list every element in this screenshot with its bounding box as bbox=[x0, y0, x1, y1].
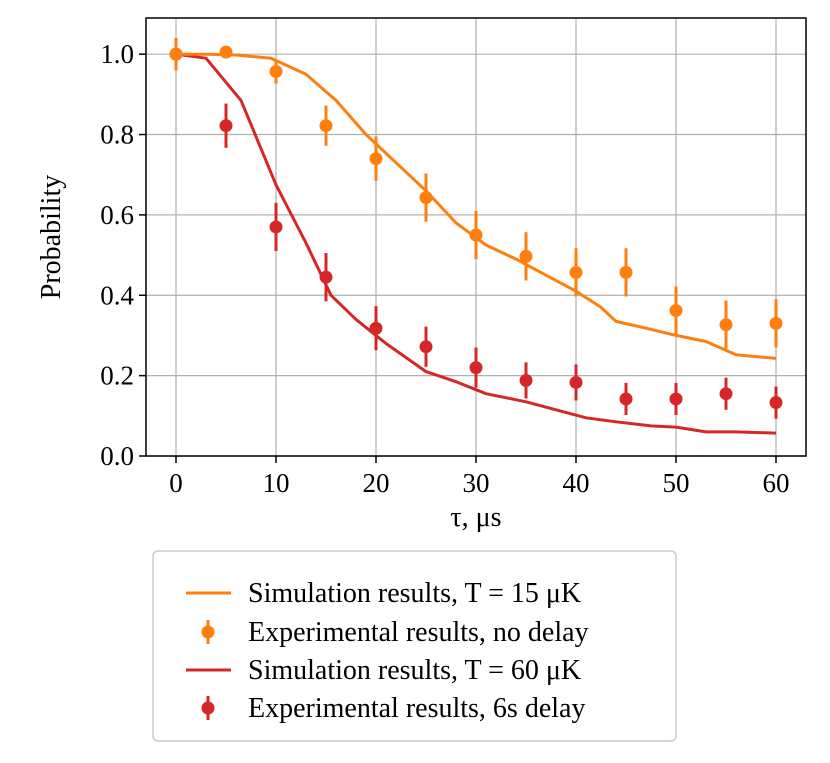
legend-marker-swatch bbox=[201, 625, 215, 639]
data-point bbox=[519, 373, 533, 387]
data-point bbox=[769, 316, 783, 330]
data-point bbox=[369, 152, 383, 166]
x-tick-label: 40 bbox=[563, 468, 590, 498]
series-simulation-results-t-15-k bbox=[176, 52, 777, 360]
data-point bbox=[369, 321, 383, 335]
x-tick-label: 10 bbox=[263, 468, 290, 498]
y-tick-label: 0.6 bbox=[100, 200, 134, 230]
legend-box bbox=[152, 550, 677, 742]
data-point bbox=[569, 375, 583, 389]
y-tick-label: 0.2 bbox=[100, 361, 134, 391]
data-point bbox=[469, 228, 483, 242]
data-point bbox=[619, 265, 633, 279]
x-tick-label: 30 bbox=[463, 468, 490, 498]
data-point bbox=[319, 270, 333, 284]
data-point bbox=[219, 45, 233, 59]
legend: Simulation results, T = 15 μK Experimenta… bbox=[152, 550, 677, 742]
data-point bbox=[769, 396, 783, 410]
x-tick-label: 60 bbox=[763, 468, 790, 498]
series-simulation-results-t-60-k bbox=[175, 52, 777, 435]
series-experimental-results-no-delay bbox=[169, 38, 783, 349]
legend-label: Experimental results, 6s delay bbox=[248, 693, 585, 724]
ticks: 0 10 20 30 40 50 60 0.0 0.2 0.4 0.6 0.8 1.0 bbox=[100, 39, 789, 498]
data-point bbox=[569, 265, 583, 279]
data-point bbox=[469, 361, 483, 375]
legend-label: Simulation results, T = 60 μK bbox=[248, 655, 581, 686]
data-point bbox=[269, 220, 283, 234]
x-tick-label: 20 bbox=[363, 468, 390, 498]
data-point bbox=[669, 304, 683, 318]
y-tick-label: 0.8 bbox=[100, 120, 134, 150]
data-point bbox=[219, 119, 233, 133]
data-point bbox=[169, 47, 183, 61]
x-tick-label: 50 bbox=[663, 468, 690, 498]
y-axis-label: Probability bbox=[36, 175, 67, 299]
data-point bbox=[719, 387, 733, 401]
data-point bbox=[319, 119, 333, 133]
data-point bbox=[419, 191, 433, 205]
legend-label: Experimental results, no delay bbox=[248, 617, 589, 648]
legend-marker-swatch bbox=[201, 701, 215, 715]
series-line bbox=[175, 52, 777, 435]
data-point bbox=[269, 64, 283, 78]
y-tick-label: 0.4 bbox=[100, 280, 134, 310]
data-point bbox=[619, 392, 633, 406]
series-line bbox=[176, 52, 777, 360]
data-point bbox=[719, 318, 733, 332]
series-layer bbox=[169, 38, 783, 435]
data-point bbox=[519, 249, 533, 263]
legend-label: Simulation results, T = 15 μK bbox=[248, 578, 581, 609]
x-axis-label: τ, μs bbox=[450, 502, 501, 533]
data-point bbox=[419, 340, 433, 354]
data-point bbox=[669, 392, 683, 406]
x-tick-label: 0 bbox=[169, 468, 183, 498]
y-tick-label: 0.0 bbox=[100, 441, 134, 471]
y-tick-label: 1.0 bbox=[100, 39, 134, 69]
